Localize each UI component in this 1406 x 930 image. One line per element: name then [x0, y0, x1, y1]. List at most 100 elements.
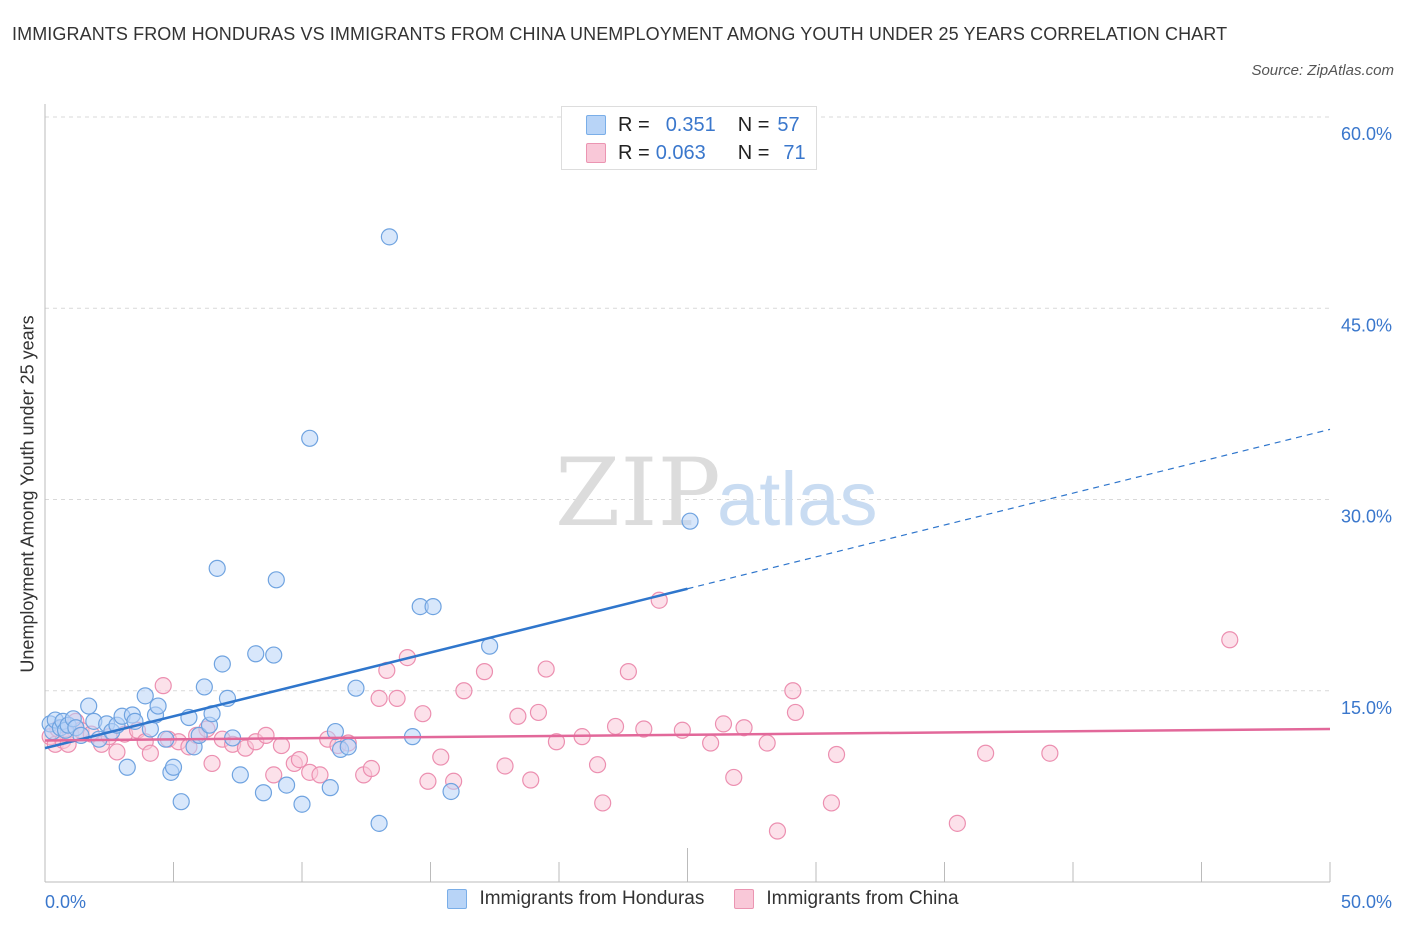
honduras-point: [247, 645, 265, 663]
legend-r-label: R =: [618, 141, 650, 164]
y-tick-label: 45.0%: [1341, 315, 1392, 335]
china-point: [594, 794, 612, 812]
x-tick-label: 50.0%: [1341, 892, 1392, 912]
chart-title: IMMIGRANTS FROM HONDURAS VS IMMIGRANTS F…: [12, 24, 1228, 44]
y-tick-label: 30.0%: [1341, 507, 1392, 527]
legend-n-label: N =: [737, 113, 770, 136]
china-point: [702, 734, 720, 752]
china-point: [388, 689, 406, 708]
china-point: [509, 707, 527, 725]
honduras-point: [118, 758, 136, 776]
legend-swatch-china: [734, 889, 755, 909]
legend-swatch-china: [586, 143, 606, 163]
source-label: Source: ZipAtlas.com: [1251, 62, 1394, 79]
series-legend: Immigrants from Honduras Immigrants from…: [0, 888, 1406, 910]
honduras-point: [254, 784, 273, 802]
china-point: [272, 736, 291, 755]
honduras-point: [424, 597, 442, 616]
correlation-legend: R = 0.351 N = 57 R = 0.063 N = 71: [561, 106, 817, 170]
watermark-atlas: atlas: [717, 457, 878, 542]
china-point: [475, 663, 494, 681]
honduras-point: [321, 779, 339, 797]
china-point: [1221, 631, 1239, 649]
honduras-point: [80, 697, 98, 715]
china-point: [203, 754, 221, 773]
china-point: [547, 733, 566, 751]
legend-swatch-honduras: [447, 889, 468, 909]
honduras-point: [213, 655, 231, 673]
y-axis-label: Unemployment Among Youth under 25 years: [17, 315, 38, 673]
china-point: [725, 768, 743, 787]
china-point: [735, 719, 753, 737]
china-point: [362, 759, 380, 778]
china-point: [977, 744, 995, 762]
x-tick-label: 0.0%: [45, 892, 86, 912]
china-point: [257, 726, 275, 744]
china-point: [108, 743, 126, 761]
china-point: [784, 682, 802, 700]
china-point: [141, 744, 159, 762]
china-point: [1041, 744, 1059, 762]
honduras-point: [208, 559, 226, 577]
china-point: [529, 703, 548, 722]
honduras-trendline: [44, 587, 688, 750]
honduras-point: [442, 782, 460, 801]
honduras-point: [231, 766, 249, 784]
china-point: [154, 677, 172, 695]
honduras-point: [195, 678, 213, 696]
china-point: [414, 705, 432, 723]
legend-label-honduras: Immigrants from Honduras: [479, 888, 705, 909]
china-point: [827, 745, 846, 764]
honduras-point: [347, 679, 365, 697]
legend-n-value: 57: [777, 113, 800, 136]
china-point: [619, 663, 637, 681]
china-point: [522, 771, 540, 789]
honduras-point: [339, 738, 357, 756]
china-point: [714, 715, 733, 733]
honduras-point: [370, 814, 388, 832]
legend-r-value: 0.063: [655, 141, 706, 164]
china-trendline: [44, 727, 1331, 742]
watermark-zip: ZIP: [555, 439, 721, 548]
honduras-point: [172, 793, 190, 811]
honduras-point: [149, 697, 167, 715]
china-point: [290, 750, 309, 769]
legend-item-china[interactable]: Immigrants from China: [734, 888, 959, 910]
honduras-point: [293, 795, 311, 813]
china-point: [496, 757, 514, 775]
china-point: [948, 814, 966, 832]
china-point: [455, 682, 473, 700]
honduras-point: [380, 228, 398, 246]
honduras-point: [136, 687, 154, 705]
honduras-point: [267, 571, 285, 589]
legend-label-china: Immigrants from China: [766, 888, 959, 909]
legend-swatch-honduras: [586, 115, 606, 135]
china-point: [768, 822, 787, 840]
china-point: [588, 756, 607, 774]
china-point: [265, 766, 283, 784]
china-point: [822, 794, 841, 812]
legend-r-label: R =: [618, 113, 650, 136]
china-point: [635, 720, 653, 738]
legend-row-honduras: R = 0.351 N = 57: [586, 111, 800, 139]
honduras-point: [481, 637, 499, 655]
legend-n-label: N =: [737, 141, 770, 164]
honduras-point: [681, 512, 699, 530]
honduras-trendline-extension: [687, 428, 1331, 590]
china-point: [537, 660, 555, 678]
china-point: [432, 748, 450, 766]
china-point: [758, 734, 776, 752]
china-point: [370, 689, 388, 708]
honduras-point: [164, 758, 183, 776]
y-tick-label: 60.0%: [1341, 124, 1392, 144]
honduras-point: [265, 646, 283, 664]
china-point: [311, 766, 329, 784]
legend-item-honduras[interactable]: Immigrants from Honduras: [447, 888, 704, 910]
china-point: [606, 717, 625, 736]
honduras-point: [326, 722, 345, 741]
legend-r-value: 0.351: [665, 113, 716, 136]
legend-row-china: R = 0.063 N = 71: [586, 139, 806, 167]
y-tick-label: 15.0%: [1341, 698, 1392, 718]
honduras-point: [277, 776, 296, 794]
